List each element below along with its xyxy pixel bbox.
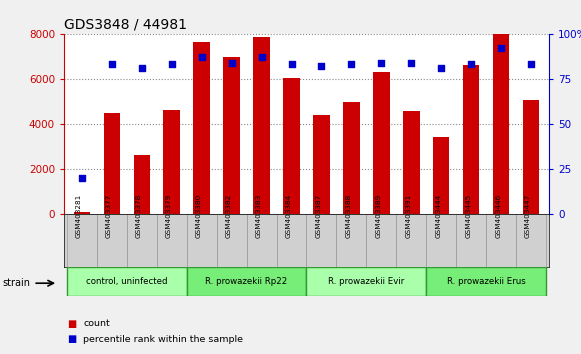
- Text: ■: ■: [67, 334, 76, 344]
- Text: GSM403379: GSM403379: [166, 194, 172, 239]
- Text: GSM403380: GSM403380: [196, 194, 202, 239]
- Text: GSM403281: GSM403281: [76, 194, 82, 239]
- Bar: [134, 155, 150, 214]
- Point: [167, 62, 177, 67]
- Text: GSM403391: GSM403391: [406, 194, 411, 239]
- Bar: [246, 214, 277, 267]
- Bar: [97, 214, 127, 267]
- Bar: [426, 267, 546, 296]
- Bar: [343, 102, 360, 214]
- Text: GSM403377: GSM403377: [106, 194, 112, 239]
- Text: GSM403382: GSM403382: [225, 194, 232, 239]
- Bar: [307, 214, 336, 267]
- Point: [107, 62, 116, 67]
- Bar: [493, 34, 510, 214]
- Bar: [313, 115, 329, 214]
- Bar: [284, 78, 300, 214]
- Point: [376, 60, 386, 65]
- Bar: [367, 214, 396, 267]
- Bar: [456, 214, 486, 267]
- Point: [317, 63, 326, 69]
- Bar: [163, 110, 180, 214]
- Point: [137, 65, 146, 71]
- Bar: [127, 214, 157, 267]
- Text: control, uninfected: control, uninfected: [86, 277, 167, 286]
- Point: [467, 62, 476, 67]
- Bar: [187, 214, 217, 267]
- Text: percentile rank within the sample: percentile rank within the sample: [83, 335, 243, 344]
- Text: R. prowazekii Evir: R. prowazekii Evir: [328, 277, 404, 286]
- Bar: [373, 72, 390, 214]
- Bar: [223, 57, 240, 214]
- Bar: [307, 267, 426, 296]
- Text: GSM403447: GSM403447: [525, 194, 531, 239]
- Text: GSM403383: GSM403383: [256, 194, 261, 239]
- Bar: [486, 214, 516, 267]
- Bar: [74, 212, 90, 214]
- Bar: [523, 100, 539, 214]
- Point: [436, 65, 446, 71]
- Point: [497, 45, 506, 51]
- Bar: [426, 214, 456, 267]
- Text: count: count: [83, 319, 110, 329]
- Text: GSM403378: GSM403378: [136, 194, 142, 239]
- Text: GSM403445: GSM403445: [465, 194, 471, 239]
- Text: GSM403444: GSM403444: [435, 194, 441, 239]
- Point: [257, 54, 266, 60]
- Bar: [157, 214, 187, 267]
- Point: [227, 60, 236, 65]
- Point: [407, 60, 416, 65]
- Text: GSM403384: GSM403384: [285, 194, 292, 239]
- Text: R. prowazekii Erus: R. prowazekii Erus: [447, 277, 526, 286]
- Text: GSM403388: GSM403388: [345, 194, 352, 239]
- Point: [77, 175, 87, 181]
- Bar: [463, 65, 479, 214]
- Text: GSM403389: GSM403389: [375, 194, 381, 239]
- Text: GDS3848 / 44981: GDS3848 / 44981: [64, 17, 187, 31]
- Bar: [103, 113, 120, 214]
- Bar: [396, 214, 426, 267]
- Text: GSM403387: GSM403387: [315, 194, 321, 239]
- Point: [287, 62, 296, 67]
- Bar: [433, 137, 450, 214]
- Bar: [403, 112, 419, 214]
- Text: ■: ■: [67, 319, 76, 329]
- Bar: [336, 214, 367, 267]
- Bar: [253, 37, 270, 214]
- Bar: [67, 214, 97, 267]
- Bar: [193, 41, 210, 214]
- Bar: [516, 214, 546, 267]
- Text: strain: strain: [3, 278, 31, 288]
- Bar: [277, 214, 307, 267]
- Bar: [67, 267, 187, 296]
- Text: GSM403446: GSM403446: [495, 194, 501, 239]
- Bar: [187, 267, 307, 296]
- Point: [526, 62, 536, 67]
- Text: R. prowazekii Rp22: R. prowazekii Rp22: [206, 277, 288, 286]
- Bar: [217, 214, 246, 267]
- Point: [347, 62, 356, 67]
- Point: [197, 54, 206, 60]
